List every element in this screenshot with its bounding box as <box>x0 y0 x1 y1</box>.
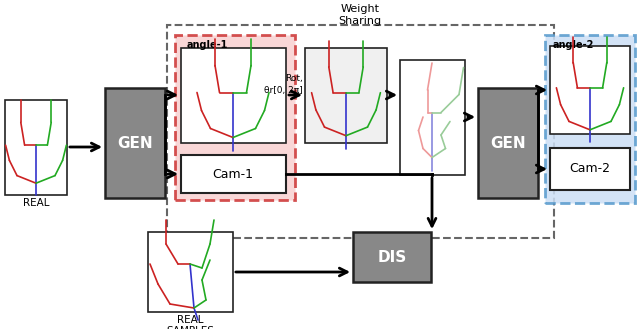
Text: angle-1: angle-1 <box>186 40 228 50</box>
Text: SAMPLES: SAMPLES <box>166 326 214 329</box>
Text: DIS: DIS <box>378 249 406 265</box>
Text: θr[0, 2π]: θr[0, 2π] <box>264 86 303 94</box>
Text: REAL: REAL <box>23 198 49 208</box>
Text: Weight
Sharing: Weight Sharing <box>339 4 381 26</box>
Text: Cam-1: Cam-1 <box>212 167 253 181</box>
FancyBboxPatch shape <box>181 48 286 143</box>
FancyBboxPatch shape <box>478 88 538 198</box>
FancyBboxPatch shape <box>105 88 165 198</box>
FancyBboxPatch shape <box>181 155 286 193</box>
Text: Cam-2: Cam-2 <box>570 163 611 175</box>
FancyBboxPatch shape <box>5 100 67 195</box>
FancyBboxPatch shape <box>400 60 465 175</box>
Text: GEN: GEN <box>490 136 526 150</box>
Text: angle-2: angle-2 <box>552 40 594 50</box>
Text: REAL: REAL <box>177 315 204 325</box>
Text: Rot,: Rot, <box>285 73 303 83</box>
FancyBboxPatch shape <box>175 35 295 200</box>
FancyBboxPatch shape <box>305 48 387 143</box>
Text: GEN: GEN <box>117 136 153 150</box>
FancyBboxPatch shape <box>550 46 630 134</box>
FancyBboxPatch shape <box>148 232 233 312</box>
FancyBboxPatch shape <box>545 35 635 203</box>
FancyBboxPatch shape <box>550 148 630 190</box>
FancyBboxPatch shape <box>353 232 431 282</box>
